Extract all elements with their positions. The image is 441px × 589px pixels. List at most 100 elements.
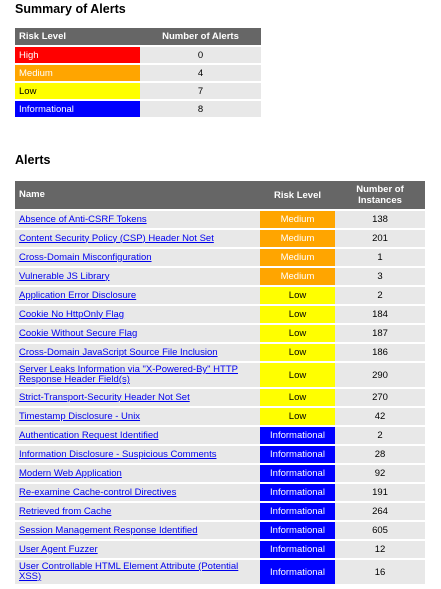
summary-risk-cell: Low — [15, 83, 140, 99]
summary-count-cell: 7 — [140, 83, 261, 99]
alert-instances-cell: 186 — [335, 344, 425, 361]
alert-row: Authentication Request Identified Informa… — [15, 427, 425, 444]
alert-link[interactable]: Modern Web Application — [19, 467, 122, 479]
alert-link[interactable]: Absence of Anti-CSRF Tokens — [19, 213, 147, 225]
alert-instances-cell: 187 — [335, 325, 425, 342]
alert-risk-cell: Medium — [260, 249, 335, 266]
alert-risk-cell: Informational — [260, 427, 335, 444]
alert-risk-cell: Informational — [260, 465, 335, 482]
alert-instances-cell: 1 — [335, 249, 425, 266]
alert-instances-cell: 92 — [335, 465, 425, 482]
summary-header-risk: Risk Level — [15, 28, 140, 45]
alerts-header-instances: Number of Instances — [335, 181, 425, 209]
alert-instances-cell: 2 — [335, 427, 425, 444]
alert-name-cell: Strict-Transport-Security Header Not Set — [15, 389, 260, 406]
alert-link[interactable]: Authentication Request Identified — [19, 429, 159, 441]
summary-risk-cell: Informational — [15, 101, 140, 117]
summary-body: High 0 Medium 4 Low 7 Informational 8 — [15, 47, 261, 117]
alert-row: Server Leaks Information via "X-Powered-… — [15, 363, 425, 387]
alert-link[interactable]: Session Management Response Identified — [19, 524, 198, 536]
alert-instances-cell: 12 — [335, 541, 425, 558]
alert-risk-cell: Medium — [260, 230, 335, 247]
alert-link[interactable]: User Agent Fuzzer — [19, 543, 98, 555]
alert-link[interactable]: Cross-Domain JavaScript Source File Incl… — [19, 346, 218, 358]
alerts-header-row: Name Risk Level Number of Instances — [15, 181, 425, 209]
alerts-body: Absence of Anti-CSRF Tokens Medium 138 Cont… — [15, 211, 425, 584]
alert-name-cell: Cross-Domain JavaScript Source File Incl… — [15, 344, 260, 361]
alert-name-cell: Application Error Disclosure — [15, 287, 260, 304]
alert-row: Timestamp Disclosure - Unix Low 42 — [15, 408, 425, 425]
alert-instances-cell: 191 — [335, 484, 425, 501]
alert-link[interactable]: Application Error Disclosure — [19, 289, 137, 301]
alert-instances-cell: 16 — [335, 560, 425, 584]
alert-risk-cell: Low — [260, 287, 335, 304]
alert-row: Application Error Disclosure Low 2 — [15, 287, 425, 304]
alert-name-cell: Re-examine Cache-control Directives — [15, 484, 260, 501]
alert-name-cell: Authentication Request Identified — [15, 427, 260, 444]
alert-link[interactable]: Cross-Domain Misconfiguration — [19, 251, 152, 263]
alert-name-cell: Session Management Response Identified — [15, 522, 260, 539]
alert-risk-cell: Informational — [260, 522, 335, 539]
alert-instances-cell: 3 — [335, 268, 425, 285]
alert-name-cell: Retrieved from Cache — [15, 503, 260, 520]
alert-risk-cell: Low — [260, 306, 335, 323]
alert-instances-cell: 42 — [335, 408, 425, 425]
alert-link[interactable]: Cookie No HttpOnly Flag — [19, 308, 125, 320]
summary-row: Medium 4 — [15, 65, 261, 81]
alert-link[interactable]: Cookie Without Secure Flag — [19, 327, 138, 339]
alert-risk-cell: Medium — [260, 268, 335, 285]
alert-instances-cell: 201 — [335, 230, 425, 247]
alert-link[interactable]: Information Disclosure - Suspicious Comm… — [19, 448, 217, 460]
summary-row: High 0 — [15, 47, 261, 63]
alert-name-cell: Content Security Policy (CSP) Header Not… — [15, 230, 260, 247]
alert-row: Re-examine Cache-control Directives Infor… — [15, 484, 425, 501]
alert-risk-cell: Low — [260, 344, 335, 361]
alert-name-cell: Timestamp Disclosure - Unix — [15, 408, 260, 425]
alert-link[interactable]: Content Security Policy (CSP) Header Not… — [19, 232, 214, 244]
alert-row: Absence of Anti-CSRF Tokens Medium 138 — [15, 211, 425, 228]
alert-name-cell: User Controllable HTML Element Attribute… — [15, 560, 260, 584]
alert-link[interactable]: Re-examine Cache-control Directives — [19, 486, 177, 498]
alert-link[interactable]: Strict-Transport-Security Header Not Set — [19, 391, 190, 403]
alert-instances-cell: 270 — [335, 389, 425, 406]
alert-row: Modern Web Application Informational 92 — [15, 465, 425, 482]
alert-row: Cross-Domain Misconfiguration Medium 1 — [15, 249, 425, 266]
alert-name-cell: Vulnerable JS Library — [15, 268, 260, 285]
alert-name-cell: User Agent Fuzzer — [15, 541, 260, 558]
alert-row: Cookie No HttpOnly Flag Low 184 — [15, 306, 425, 323]
alert-row: Information Disclosure - Suspicious Comm… — [15, 446, 425, 463]
alert-row: Cookie Without Secure Flag Low 187 — [15, 325, 425, 342]
summary-title: Summary of Alerts — [15, 2, 126, 16]
alert-row: User Controllable HTML Element Attribute… — [15, 560, 425, 584]
alert-name-cell: Modern Web Application — [15, 465, 260, 482]
alert-link[interactable]: Vulnerable JS Library — [19, 270, 110, 282]
summary-row: Low 7 — [15, 83, 261, 99]
alert-risk-cell: Informational — [260, 560, 335, 584]
alert-risk-cell: Informational — [260, 446, 335, 463]
alert-name-cell: Server Leaks Information via "X-Powered-… — [15, 363, 260, 387]
summary-risk-cell: Medium — [15, 65, 140, 81]
alert-name-cell: Information Disclosure - Suspicious Comm… — [15, 446, 260, 463]
alert-name-cell: Absence of Anti-CSRF Tokens — [15, 211, 260, 228]
summary-count-cell: 0 — [140, 47, 261, 63]
summary-row: Informational 8 — [15, 101, 261, 117]
summary-risk-cell: High — [15, 47, 140, 63]
summary-count-cell: 4 — [140, 65, 261, 81]
summary-header-row: Risk Level Number of Alerts — [15, 28, 261, 45]
alert-instances-cell: 264 — [335, 503, 425, 520]
alert-link[interactable]: Timestamp Disclosure - Unix — [19, 410, 141, 422]
alert-risk-cell: Informational — [260, 503, 335, 520]
alert-instances-cell: 605 — [335, 522, 425, 539]
alert-name-cell: Cookie No HttpOnly Flag — [15, 306, 260, 323]
alert-risk-cell: Low — [260, 408, 335, 425]
alert-instances-cell: 184 — [335, 306, 425, 323]
alert-instances-cell: 2 — [335, 287, 425, 304]
alert-link[interactable]: Server Leaks Information via "X-Powered-… — [19, 364, 238, 385]
summary-table: Risk Level Number of Alerts High 0 Medium 4… — [15, 26, 261, 119]
alert-risk-cell: Medium — [260, 211, 335, 228]
alert-risk-cell: Low — [260, 389, 335, 406]
alert-link[interactable]: Retrieved from Cache — [19, 505, 112, 517]
alert-link[interactable]: User Controllable HTML Element Attribute… — [19, 561, 239, 582]
alerts-header-name: Name — [15, 181, 260, 209]
alerts-table: Name Risk Level Number of Instances Abse… — [15, 179, 425, 586]
